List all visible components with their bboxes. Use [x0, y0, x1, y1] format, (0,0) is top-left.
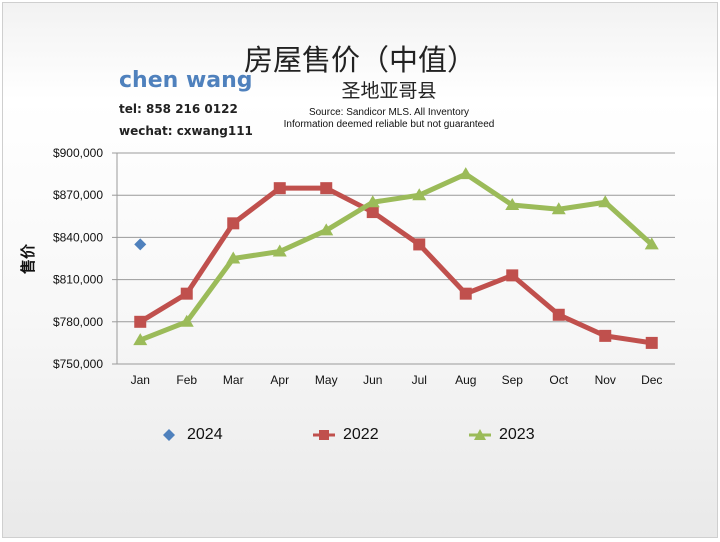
source-note: Source: Sandicor MLS. All Inventory Info…: [151, 107, 627, 131]
legend-item-2024: 2024: [159, 424, 223, 446]
data-point-2023: [365, 195, 380, 208]
data-point-2023: [598, 195, 613, 208]
data-point-2022: [413, 238, 426, 251]
agent-wechat: wechat: cxwang111: [119, 124, 253, 138]
x-tick-label: Aug: [455, 373, 476, 387]
x-tick-label: Jul: [412, 373, 427, 387]
source-line: Source: Sandicor MLS. All Inventory: [308, 107, 470, 118]
data-point-2022: [180, 287, 193, 300]
series-line-2023: [137, 171, 655, 343]
price-line-chart: $750,000 $780,000 $810,000 $840,000 $870,000…: [19, 146, 675, 387]
disclaimer-line: Information deemed reliable but not guar…: [283, 119, 495, 130]
legend-marker-2022: [313, 430, 335, 440]
data-point-2023: [644, 237, 659, 250]
data-point-2023: [505, 198, 520, 211]
data-point-2023: [179, 314, 194, 327]
x-tick-label: Jan: [131, 373, 150, 387]
page-title: 房屋售价（中值）: [243, 43, 476, 77]
y-tick-label: $900,000: [53, 146, 103, 160]
x-tick-label: Sep: [502, 373, 524, 387]
x-tick-label: Apr: [270, 373, 289, 387]
x-tick-label: Mar: [223, 373, 244, 387]
data-point-2022: [645, 336, 658, 349]
y-tick-label: $780,000: [53, 315, 103, 329]
data-point-2022: [506, 269, 519, 282]
legend-item-2023: 2023: [469, 424, 535, 446]
data-point-2022: [134, 315, 147, 328]
data-point-2022: [459, 287, 472, 300]
legend-label-2022: 2022: [343, 426, 379, 443]
y-tick-label: $870,000: [53, 188, 103, 202]
data-point-2023: [272, 244, 287, 257]
x-tick-label: Feb: [176, 373, 197, 387]
x-tick-label: Dec: [641, 373, 662, 387]
y-tick-label: $840,000: [53, 230, 103, 244]
data-point-2022: [599, 329, 612, 342]
data-point-2023: [412, 188, 427, 201]
legend-label-2024: 2024: [187, 426, 223, 443]
y-tick-label: $750,000: [53, 357, 103, 371]
data-point-2022: [320, 182, 333, 195]
data-point-2023: [133, 333, 148, 346]
data-point-2022: [273, 182, 286, 195]
data-point-2022: [227, 217, 240, 230]
legend-item-2022: 2022: [313, 424, 379, 446]
x-tick-label: Jun: [363, 373, 382, 387]
legend-marker-2024: [163, 429, 175, 441]
data-point-2023: [226, 251, 241, 264]
y-axis-title: 售价: [19, 243, 37, 274]
x-tick-label: Oct: [549, 373, 568, 387]
data-point-2022: [366, 206, 379, 219]
agent-name: chen wang: [119, 68, 253, 93]
page-subtitle: 圣地亚哥县: [341, 80, 437, 102]
x-tick-label: Nov: [595, 373, 616, 387]
agent-phone: tel: 858 216 0122: [119, 102, 238, 116]
x-tick-label: May: [315, 373, 338, 387]
series-line-2022: [137, 185, 655, 346]
y-tick-label: $810,000: [53, 273, 103, 287]
data-point-2024: [134, 238, 147, 251]
data-point-2023: [551, 202, 566, 215]
data-point-2023: [319, 223, 334, 236]
legend-label-2023: 2023: [499, 426, 535, 443]
data-point-2022: [552, 308, 565, 321]
legend-marker-2023: [469, 429, 491, 440]
data-point-2023: [458, 167, 473, 180]
